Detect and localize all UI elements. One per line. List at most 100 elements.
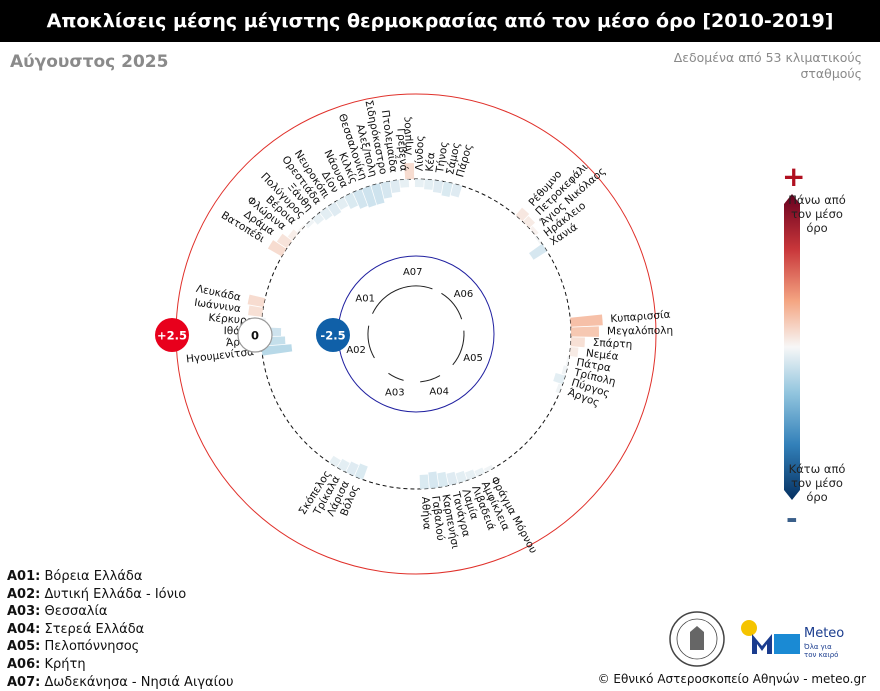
- region-code-label: A02: [346, 345, 366, 356]
- bar-Γρεβενά: [399, 179, 410, 188]
- legend-code: A02:: [7, 586, 41, 602]
- bar-Χανιά: [529, 243, 548, 260]
- bar-Καρπενήσι: [437, 471, 449, 488]
- bar-Σάμος: [441, 181, 453, 198]
- badge-minus: [316, 318, 350, 352]
- bar-Βόλος: [354, 463, 368, 480]
- region-code-label: A05: [463, 353, 483, 364]
- legend-item: A02: Δυτική Ελλάδα - Ιόνιο: [7, 586, 233, 604]
- bar-Ξάνθη: [312, 213, 325, 225]
- station-label: Πάτρα: [575, 357, 611, 375]
- bars-layer: [247, 163, 603, 489]
- region-code-label: A03: [385, 387, 405, 398]
- observatory-seal-icon: [669, 611, 725, 667]
- bar-Άγιος Νικόλαος: [529, 225, 539, 236]
- chart-subtitle: Αύγουστος 2025: [10, 52, 169, 72]
- bar-Σκόπελος: [329, 455, 341, 468]
- region-code-label: A06: [454, 289, 474, 300]
- region-arc: [388, 372, 404, 381]
- station-label: Σπάρτη: [592, 337, 632, 351]
- bar-Ορεστιάδα: [319, 207, 333, 221]
- station-label: Λίνδος: [414, 135, 427, 171]
- bar-Κέα: [424, 179, 434, 190]
- bar-Πτολεμαΐδα: [390, 179, 401, 194]
- bar-Φλώρινα: [287, 229, 299, 241]
- data-source-note: Δεδομένα από 53 κλιματικούς σταθμούς: [673, 50, 862, 81]
- station-label: Γαβαλού: [429, 495, 446, 541]
- bar-Λίνδος: [414, 179, 424, 188]
- region-arc: [399, 285, 433, 290]
- station-label: Μεγαλόπολη: [607, 325, 673, 338]
- bar-Τήνος: [432, 180, 444, 194]
- bar-Ηγουμενίτσα: [261, 344, 293, 356]
- station-label: Λήμνος: [401, 116, 415, 155]
- station-label: Κυπαρισσία: [610, 309, 671, 326]
- legend-item: A04: Στερεά Ελλάδα: [7, 621, 233, 639]
- bar-Θεσσαλονίκη: [361, 185, 377, 208]
- region-arc: [441, 292, 463, 320]
- bar-Αλεξ/πολη: [371, 183, 385, 205]
- bar-Δίον: [335, 197, 349, 210]
- legend-code: A06:: [7, 656, 41, 672]
- bar-Λαμία: [455, 470, 467, 484]
- region-code-label: A01: [355, 293, 375, 304]
- badge-label-zero: 0: [251, 329, 259, 343]
- bar-Σιδηρόκαστρο: [380, 181, 393, 199]
- bar-Ρέθυμνο: [515, 207, 530, 222]
- bar-Βέροια: [297, 224, 305, 233]
- bar-Σπάρτη: [570, 337, 585, 348]
- meteo-wordmark: Meteo: [804, 626, 845, 641]
- bar-Κιλκίς: [352, 188, 368, 209]
- meteo-logo-icon: [741, 620, 800, 654]
- bar-Τανάγρα: [446, 471, 458, 486]
- region-arc: [420, 375, 441, 383]
- legend-code: A05:: [7, 639, 41, 655]
- legend-name: Βόρεια Ελλάδα: [40, 569, 143, 584]
- colorbar: [784, 194, 800, 500]
- bar-Γαβαλού: [428, 471, 439, 489]
- bar-Νευροκόπι: [327, 201, 342, 217]
- bar-Λευκάδα: [247, 294, 266, 308]
- legend-name: Πελοπόννησος: [40, 639, 140, 655]
- copyright: © Εθνικό Αστεροσκοπείο Αθηνών - meteo.gr: [597, 672, 866, 686]
- bar-Δράμα: [276, 233, 293, 249]
- legend-code: A03:: [7, 604, 41, 620]
- badge-plus: [155, 318, 189, 352]
- legend-item: A05: Πελοπόννησος: [7, 638, 233, 656]
- scale-badges: +2.5 0 -2.5: [155, 317, 350, 353]
- bar-Αθήνα: [419, 474, 429, 489]
- bar-Πάτρα: [565, 356, 570, 366]
- chart-title: Αποκλίσεις μέσης μέγιστης θερμοκρασίας α…: [0, 0, 880, 42]
- legend-code: A07:: [7, 674, 41, 690]
- bar-Αμφίκλεια: [474, 467, 485, 477]
- bar-Άργος: [555, 383, 563, 394]
- legend-name: Στερεά Ελλάδα: [40, 621, 145, 637]
- bar-Πετροκεφάλι: [522, 215, 536, 229]
- legend-item: A01: Βόρεια Ελλάδα: [7, 568, 233, 586]
- bar-Φράγμα Μόρνου: [483, 464, 494, 473]
- bar-Ηράκλειο: [534, 236, 542, 245]
- station-label: Αθήνα: [419, 496, 433, 530]
- bar-Κυπαρισσία: [570, 314, 603, 327]
- bar-Τρίπολη: [561, 365, 568, 375]
- station-label: Κέα: [424, 152, 438, 173]
- region-legend: A01: Βόρεια Ελλάδα A02: Δυτική Ελλάδα - Ι…: [7, 568, 233, 691]
- region-code-label: A04: [429, 386, 449, 397]
- bar-Νεμέα: [569, 346, 579, 358]
- bar-Πάρος: [450, 183, 463, 198]
- station-label: Γρεβενά: [394, 128, 409, 172]
- badge-label-plus: +2.5: [157, 329, 187, 343]
- region-code-label: A07: [403, 267, 423, 278]
- legend-name: Δωδεκάνησα - Νησιά Αιγαίου: [40, 674, 234, 690]
- bar-Πολύγυρος: [305, 219, 315, 229]
- bar-Ιωάννινα: [248, 305, 264, 317]
- legend-code: A01:: [7, 569, 41, 584]
- inner-ring: [337, 255, 495, 413]
- station-label: Τήνος: [434, 141, 451, 175]
- colorbar-plus-sign: +: [782, 160, 806, 193]
- legend-item: A07: Δωδεκάνησα - Νησιά Αιγαίου: [7, 674, 233, 691]
- colorbar-top-label: Πάνω από τον μέσο όρο: [788, 193, 846, 235]
- bar-Λάρισα: [345, 461, 359, 477]
- region-arc: [367, 325, 375, 359]
